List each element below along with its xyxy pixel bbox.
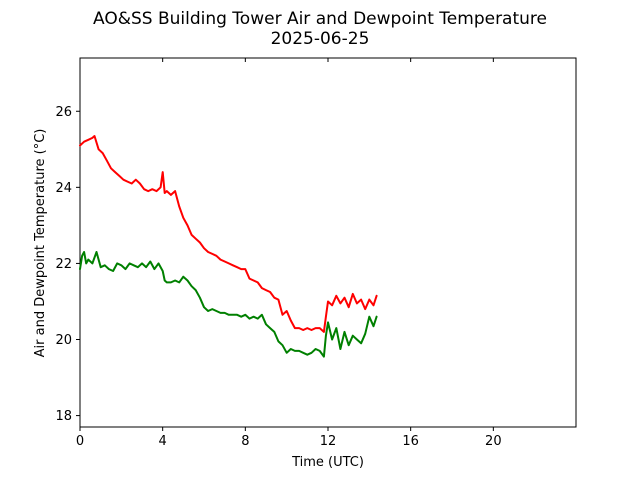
y-tick-label: 18 [55, 409, 72, 424]
x-tick-label: 16 [402, 434, 419, 449]
dewpoint-temperature-line [79, 251, 378, 358]
plot-frame [79, 57, 577, 428]
y-tick-label: 24 [55, 181, 72, 196]
axes-layer: 0 4 8 12 16 20 18 20 22 24 26 [55, 58, 502, 449]
y-tick-label: 26 [55, 105, 72, 120]
y-axis-label: Air and Dewpoint Temperature (°C) [33, 129, 48, 358]
series-layer [79, 135, 378, 358]
x-tick-label: 0 [76, 434, 84, 449]
x-tick-label: 8 [241, 434, 249, 449]
y-tick-label: 20 [55, 333, 72, 348]
chart-subtitle: 2025-06-25 [271, 29, 370, 49]
x-tick-label: 12 [320, 434, 337, 449]
x-tick-label: 4 [159, 434, 167, 449]
x-tick-label: 20 [485, 434, 502, 449]
x-axis-label: Time (UTC) [291, 455, 364, 470]
y-tick-label: 22 [55, 257, 72, 272]
chart-title: AO&SS Building Tower Air and Dewpoint Te… [93, 9, 547, 29]
air-temperature-line [79, 135, 378, 333]
